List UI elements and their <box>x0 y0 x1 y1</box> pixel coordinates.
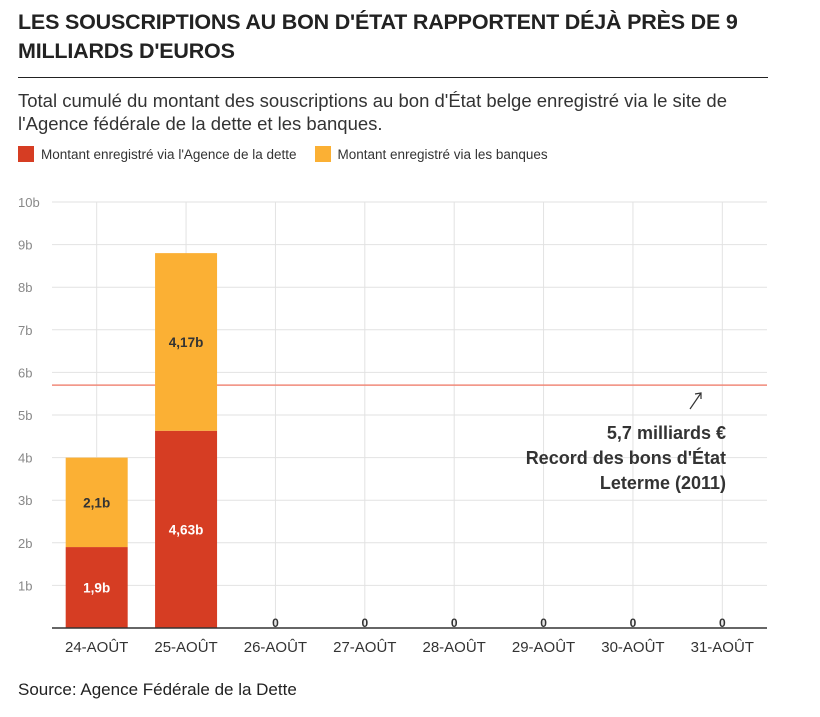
zero-value-label: 0 <box>451 616 458 630</box>
x-tick-label: 30-AOÛT <box>601 639 664 656</box>
legend-label-banques: Montant enregistré via les banques <box>337 146 548 162</box>
y-tick-label: 3b <box>18 493 32 508</box>
y-tick-label: 10b <box>18 195 40 210</box>
chart-title: LES SOUSCRIPTIONS AU BON D'ÉTAT RAPPORTE… <box>18 10 738 63</box>
legend-label-agence: Montant enregistré via l'Agence de la de… <box>41 146 297 162</box>
x-tick-label: 26-AOÛT <box>244 639 307 656</box>
legend-swatch-banques <box>314 146 331 162</box>
zero-value-label: 0 <box>361 616 368 630</box>
bar-agence <box>155 430 218 628</box>
zero-value-label: 0 <box>630 616 637 630</box>
y-tick-label: 7b <box>18 323 32 338</box>
title-divider <box>18 77 768 78</box>
bar-label-agence: 4,63b <box>169 522 204 537</box>
zero-value-label: 0 <box>719 616 726 630</box>
y-tick-label: 4b <box>18 451 32 466</box>
y-tick-label: 1b <box>18 578 32 593</box>
legend-item-agence: Montant enregistré via l'Agence de la de… <box>18 146 297 162</box>
annotation-arrow <box>689 392 702 410</box>
bar-banques <box>155 253 218 431</box>
zero-value-label: 0 <box>272 616 279 630</box>
annotation-text: Record des bons d'État <box>526 447 726 468</box>
x-tick-label: 27-AOÛT <box>333 639 396 656</box>
x-tick-label: 29-AOÛT <box>512 639 575 656</box>
legend: Montant enregistré via l'Agence de la de… <box>18 146 566 162</box>
y-tick-label: 6b <box>18 365 32 380</box>
y-tick-label: 5b <box>18 408 32 423</box>
bar-label-banques: 2,1b <box>83 495 110 510</box>
chart-subtitle: Total cumulé du montant des souscription… <box>18 90 728 134</box>
legend-item-banques: Montant enregistré via les banques <box>314 146 548 162</box>
y-tick-label: 8b <box>18 280 32 295</box>
bar-banques <box>65 457 128 548</box>
x-tick-label: 28-AOÛT <box>423 639 486 656</box>
annotation-text: Leterme (2011) <box>600 473 726 493</box>
x-tick-label: 25-AOÛT <box>154 639 217 656</box>
y-tick-label: 9b <box>18 238 32 253</box>
x-tick-label: 24-AOÛT <box>65 639 128 656</box>
source-note: Source: Agence Fédérale de la Dette <box>18 680 297 699</box>
annotation-text: 5,7 milliards € <box>607 423 726 443</box>
x-tick-label: 31-AOÛT <box>691 639 754 656</box>
bar-agence <box>65 547 128 628</box>
bar-label-banques: 4,17b <box>169 335 204 350</box>
annotation-arrowhead <box>694 392 702 399</box>
bar-label-agence: 1,9b <box>83 581 110 596</box>
zero-value-label: 0 <box>540 616 547 630</box>
y-tick-label: 2b <box>18 536 32 551</box>
legend-swatch-agence <box>18 146 34 162</box>
